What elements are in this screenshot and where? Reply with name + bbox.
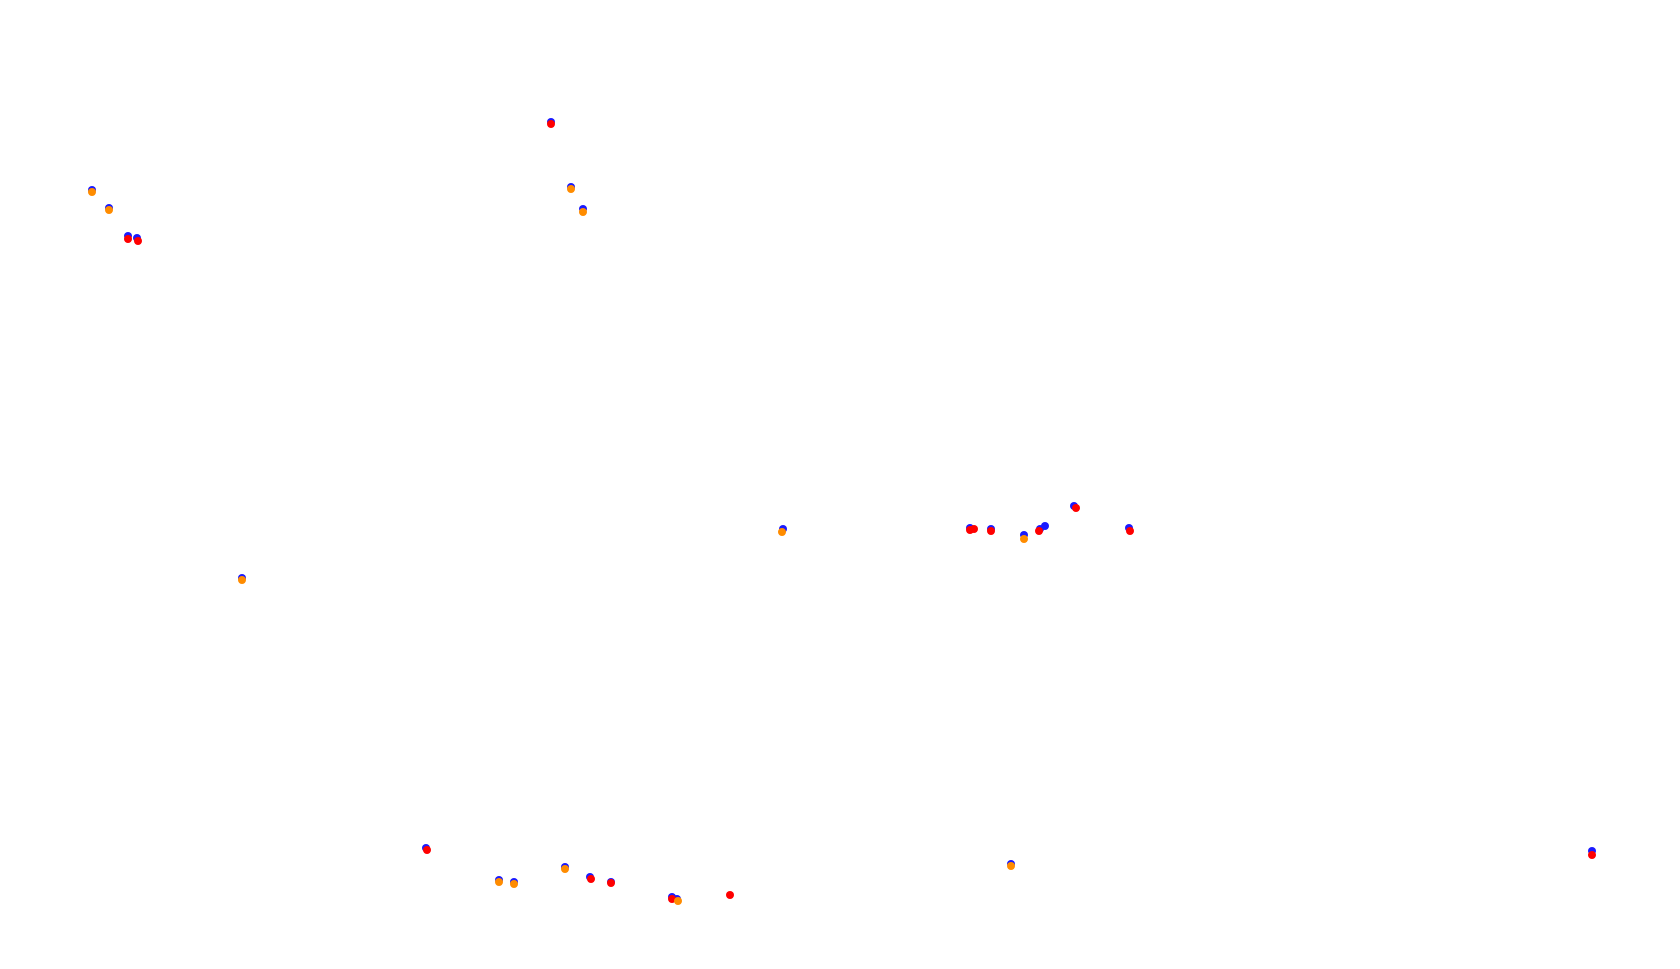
data-point-red bbox=[1035, 527, 1043, 535]
data-point-orange bbox=[1007, 862, 1015, 870]
data-point-orange bbox=[1020, 535, 1028, 543]
data-point-red bbox=[1126, 527, 1134, 535]
data-point-orange bbox=[561, 865, 569, 873]
data-point-red bbox=[607, 879, 615, 887]
data-point-orange bbox=[238, 576, 246, 584]
data-point-orange bbox=[105, 206, 113, 214]
data-point-red bbox=[587, 875, 595, 883]
data-point-red bbox=[423, 846, 431, 854]
data-point-red bbox=[1588, 851, 1596, 859]
data-point-red bbox=[134, 237, 142, 245]
data-point-red bbox=[124, 235, 132, 243]
data-point-blue bbox=[1041, 522, 1049, 530]
data-point-red bbox=[970, 525, 978, 533]
points-layer bbox=[88, 118, 1596, 905]
data-point-red bbox=[547, 120, 555, 128]
data-point-red bbox=[726, 891, 734, 899]
data-point-red bbox=[1072, 504, 1080, 512]
data-point-red bbox=[987, 527, 995, 535]
data-point-orange bbox=[674, 897, 682, 905]
series-orange bbox=[88, 185, 1028, 905]
data-point-orange bbox=[778, 528, 786, 536]
data-point-orange bbox=[567, 185, 575, 193]
series-red bbox=[124, 120, 1596, 903]
data-point-orange bbox=[579, 208, 587, 216]
data-point-orange bbox=[88, 188, 96, 196]
data-point-orange bbox=[510, 880, 518, 888]
data-point-orange bbox=[495, 878, 503, 886]
